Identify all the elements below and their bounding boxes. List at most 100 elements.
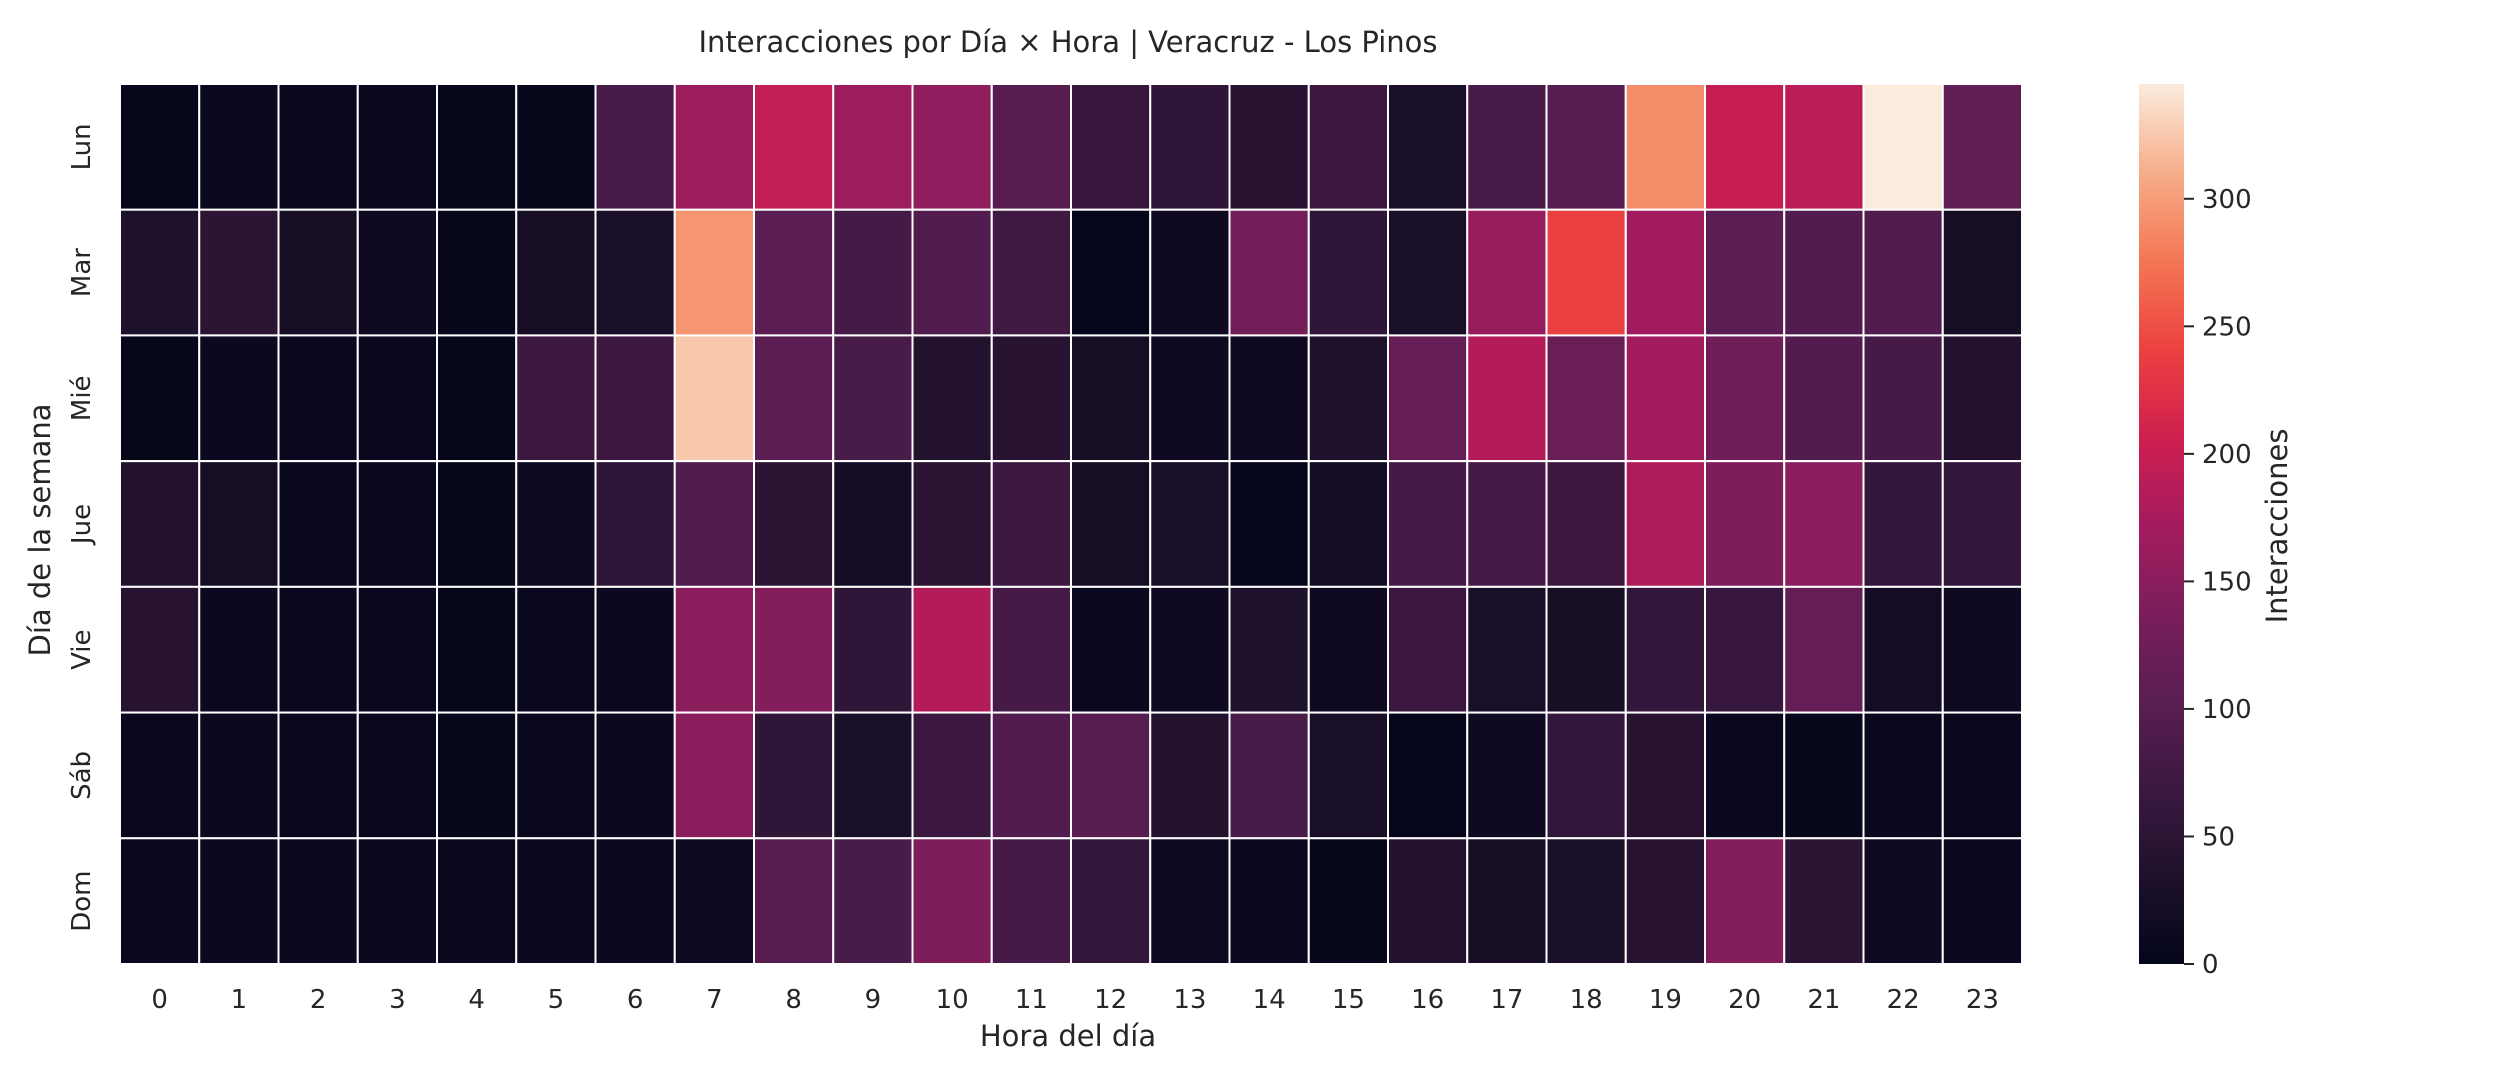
heatmap-cell	[356, 208, 438, 337]
heatmap-cell	[832, 460, 914, 588]
heatmap-cell	[1941, 711, 2023, 840]
heatmap-cell	[1466, 711, 1548, 840]
heatmap-cell	[911, 585, 993, 714]
heatmap-cell	[1228, 711, 1310, 840]
x-tick-label: 1	[231, 985, 248, 1015]
heatmap-cell	[753, 83, 835, 211]
x-tick-label: 2	[310, 985, 327, 1015]
heatmap-cell	[1783, 837, 1865, 965]
colorbar-ticks: 0 50 100 150 200 250 300	[2184, 185, 2252, 980]
heatmap-cell	[436, 83, 518, 211]
heatmap-cell	[1783, 83, 1865, 211]
heatmap-cell	[515, 460, 597, 588]
heatmap-cell	[1783, 585, 1865, 714]
heatmap-cell	[1149, 83, 1231, 211]
x-tick-labels: 0 1 2 3 4 5 6 7 8 9 10 11 12 13 14 15 16 17 18 19 20 21 22 23	[151, 985, 1999, 1015]
y-tick-label: Mié	[67, 375, 97, 421]
heatmap-cell	[1704, 711, 1786, 840]
heatmap-cell	[1387, 711, 1469, 840]
heatmap-cell	[1941, 837, 2023, 965]
heatmap-cell	[753, 837, 835, 965]
heatmap-cell	[1070, 837, 1152, 965]
x-tick-label: 20	[1728, 985, 1761, 1015]
heatmap-cell	[119, 208, 201, 337]
heatmap-cell	[277, 334, 359, 463]
heatmap-cell	[832, 208, 914, 337]
heatmap-cell	[1149, 334, 1231, 463]
heatmap-cell	[1624, 837, 1706, 965]
heatmap-cell	[356, 711, 438, 840]
colorbar-tick-label: 100	[2202, 695, 2252, 725]
heatmap-cell	[1387, 837, 1469, 965]
heatmap-cell	[1070, 334, 1152, 463]
heatmap-cell	[990, 711, 1072, 840]
heatmap-cell	[832, 334, 914, 463]
heatmap-cell	[198, 334, 280, 463]
heatmap-cell	[277, 208, 359, 337]
heatmap-cell	[1228, 460, 1310, 588]
y-tick-label: Lun	[67, 123, 97, 170]
heatmap-cell	[1307, 83, 1389, 211]
heatmap-cell	[911, 711, 993, 840]
heatmap-cell	[673, 460, 755, 588]
heatmap-cell	[515, 711, 597, 840]
heatmap-cell	[356, 460, 438, 588]
heatmap-cell	[1704, 585, 1786, 714]
heatmap-cell	[1783, 460, 1865, 588]
heatmap-cell	[753, 208, 835, 337]
heatmap-cell	[1387, 208, 1469, 337]
heatmap-cells	[119, 83, 2023, 965]
heatmap-cell	[198, 585, 280, 714]
x-tick-label: 9	[865, 985, 882, 1015]
colorbar-tick-label: 300	[2202, 185, 2252, 215]
x-tick-label: 0	[151, 985, 168, 1015]
heatmap-cell	[1624, 585, 1706, 714]
heatmap-cell	[356, 83, 438, 211]
y-tick-label: Jue	[67, 504, 97, 546]
y-tick-label: Dom	[67, 871, 97, 932]
x-tick-label: 13	[1173, 985, 1206, 1015]
heatmap-cell	[1862, 585, 1944, 714]
colorbar-tick-label: 0	[2202, 950, 2219, 980]
heatmap-cell	[515, 334, 597, 463]
heatmap-cell	[1149, 208, 1231, 337]
x-tick-label: 5	[548, 985, 565, 1015]
heatmap-cell	[594, 460, 676, 588]
heatmap-cell	[356, 585, 438, 714]
heatmap-cell	[1624, 334, 1706, 463]
heatmap-cell	[1149, 837, 1231, 965]
heatmap-cell	[753, 585, 835, 714]
heatmap-cell	[673, 334, 755, 463]
heatmap-cell	[594, 208, 676, 337]
heatmap-cell	[1307, 837, 1389, 965]
heatmap-cell	[594, 334, 676, 463]
heatmap-cell	[990, 460, 1072, 588]
heatmap-cell	[990, 585, 1072, 714]
heatmap-cell	[277, 460, 359, 588]
heatmap-cell	[436, 837, 518, 965]
heatmap-cell	[1228, 334, 1310, 463]
heatmap-cell	[1070, 460, 1152, 588]
chart-title: Interacciones por Día × Hora | Veracruz …	[698, 25, 1437, 59]
heatmap-cell	[911, 334, 993, 463]
heatmap-cell	[1466, 334, 1548, 463]
x-tick-label: 3	[389, 985, 406, 1015]
heatmap-cell	[673, 837, 755, 965]
heatmap-cell	[1545, 711, 1627, 840]
y-axis-label: Día de la semana	[23, 403, 57, 656]
heatmap-cell	[832, 837, 914, 965]
x-tick-label: 16	[1411, 985, 1444, 1015]
heatmap-cell	[1466, 837, 1548, 965]
colorbar-tick-label: 250	[2202, 312, 2252, 342]
heatmap-cell	[198, 83, 280, 211]
heatmap-cell	[1307, 208, 1389, 337]
heatmap-cell	[277, 837, 359, 965]
heatmap-cell	[1624, 460, 1706, 588]
heatmap-cell	[832, 585, 914, 714]
x-tick-label: 15	[1332, 985, 1365, 1015]
heatmap-cell	[436, 711, 518, 840]
y-tick-labels: Lun Mar Mié Jue Vie Sáb Dom	[67, 123, 97, 931]
heatmap-cell	[277, 711, 359, 840]
heatmap-cell	[1307, 334, 1389, 463]
heatmap-cell	[990, 334, 1072, 463]
